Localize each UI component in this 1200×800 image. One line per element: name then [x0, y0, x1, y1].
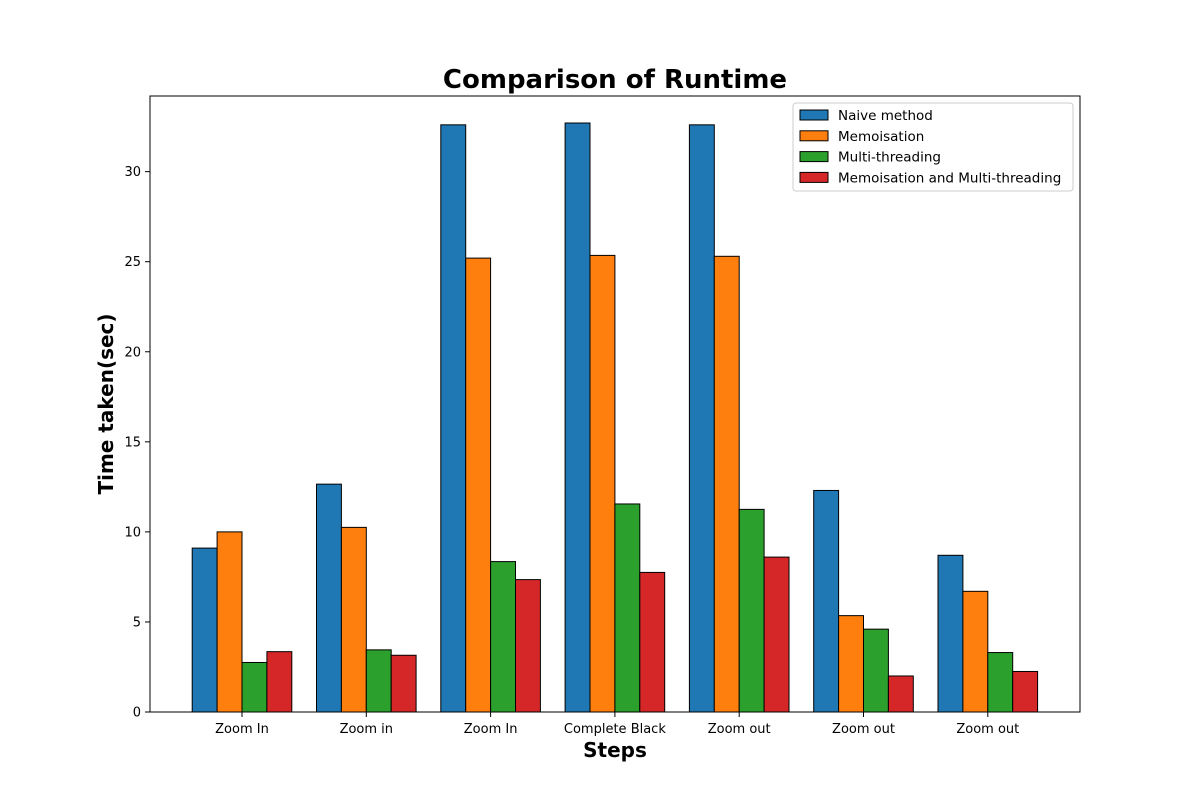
x-tick-label: Zoom out: [832, 722, 895, 737]
bar-series-2-cat-1: [216, 531, 243, 713]
bar-series-2-cat-7: [962, 590, 989, 713]
x-tick-label: Zoom out: [956, 722, 1019, 737]
bar-series-3-cat-6: [863, 628, 889, 713]
bar-series-1-cat-7: [937, 554, 964, 713]
bar-series-1-cat-2: [316, 483, 342, 713]
legend-label: Memoisation: [838, 129, 924, 145]
bar-series-1-cat-1: [191, 547, 218, 713]
legend-box: [792, 102, 1074, 192]
bar-series-1-cat-6: [813, 489, 840, 713]
legend-swatch: [799, 130, 829, 142]
bar-series-2-cat-3: [465, 257, 492, 713]
legend-label: Memoisation and Multi-threading: [838, 170, 1061, 186]
bar-series-2-cat-4: [589, 254, 616, 713]
bar-series-1-cat-3: [440, 124, 467, 713]
bar-series-3-cat-5: [738, 508, 765, 713]
y-tick-label: 0: [133, 706, 141, 721]
x-tick-label: Zoom out: [708, 722, 771, 737]
x-tick-label: Zoom In: [215, 722, 269, 737]
x-axis: Zoom In Zoom in Zoom In Complete Black Zoom …: [215, 712, 1019, 737]
bar-series-4-cat-4: [639, 571, 666, 713]
x-tick-label: Zoom In: [464, 722, 518, 737]
bar-series-3-cat-7: [987, 652, 1014, 713]
x-tick-label: Complete Black: [564, 722, 666, 737]
bar-series-4-cat-7: [1012, 670, 1039, 713]
bar-series-4-cat-5: [763, 556, 790, 713]
chart-title: Comparison of Runtime: [443, 65, 787, 95]
bar-series-2-cat-6: [838, 615, 864, 713]
bar-series-1-cat-4: [564, 122, 591, 713]
y-tick-label: 5: [133, 615, 141, 630]
bar-series-3-cat-2: [365, 649, 392, 713]
bar-series-3-cat-1: [241, 661, 268, 713]
legend-label: Multi-threading: [838, 150, 941, 166]
bars-group: [191, 122, 1039, 713]
legend: Naive method Memoisation Multi-threading Me…: [792, 102, 1074, 192]
x-tick-label: Zoom in: [340, 722, 393, 737]
bar-series-1-cat-5: [688, 124, 715, 713]
bar-series-3-cat-4: [614, 503, 641, 713]
y-tick-label: 10: [124, 525, 141, 540]
y-tick-label: 25: [124, 255, 141, 270]
bar-series-3-cat-3: [490, 561, 517, 713]
y-tick-label: 15: [124, 435, 141, 450]
y-axis-title: Time taken(sec): [94, 313, 118, 494]
bar-series-2-cat-5: [713, 255, 740, 713]
y-tick-label: 30: [124, 165, 141, 180]
bar-series-4-cat-3: [515, 579, 541, 713]
x-axis-title: Steps: [583, 738, 647, 762]
bar-series-2-cat-2: [340, 526, 367, 713]
y-axis: 0 5 10 15 20 25 30: [124, 165, 150, 721]
legend-swatch: [799, 151, 829, 163]
legend-label: Naive method: [838, 108, 933, 124]
y-tick-label: 20: [124, 345, 141, 360]
bar-series-4-cat-2: [390, 654, 417, 713]
legend-swatch: [799, 171, 829, 183]
bar-series-4-cat-6: [887, 675, 914, 713]
bar-series-4-cat-1: [266, 651, 293, 713]
legend-swatch: [799, 109, 829, 121]
